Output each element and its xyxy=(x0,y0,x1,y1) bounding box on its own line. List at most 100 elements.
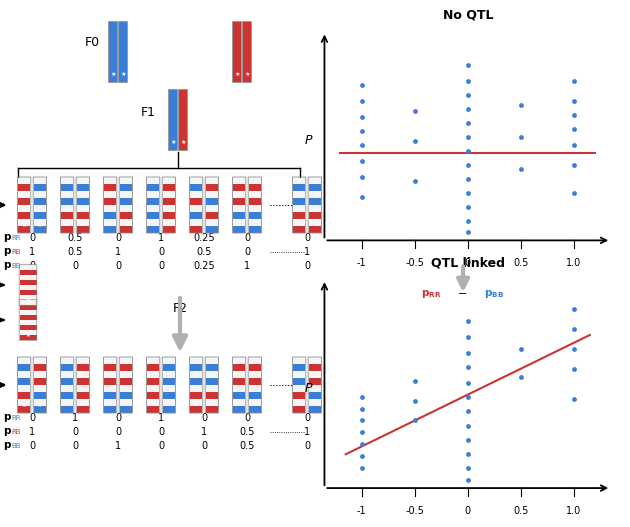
Text: ★: ★ xyxy=(21,223,27,228)
Bar xyxy=(61,364,73,371)
Bar xyxy=(104,212,117,219)
Bar xyxy=(243,44,251,52)
Bar xyxy=(33,184,46,191)
Text: 0: 0 xyxy=(304,233,310,243)
Bar xyxy=(205,406,218,413)
Point xyxy=(569,325,579,333)
Bar xyxy=(233,357,245,364)
Bar xyxy=(249,406,261,413)
Text: BB: BB xyxy=(11,443,21,449)
Bar xyxy=(243,60,251,67)
Text: 0: 0 xyxy=(244,247,250,257)
Bar xyxy=(309,226,321,232)
Bar xyxy=(179,142,187,150)
Text: 0: 0 xyxy=(29,441,35,451)
Bar xyxy=(147,191,159,198)
Point xyxy=(462,406,472,415)
Text: $\mathbf{p}$: $\mathbf{p}$ xyxy=(3,246,12,258)
Point xyxy=(410,416,420,425)
Bar xyxy=(249,385,261,392)
Bar xyxy=(77,184,89,191)
Bar xyxy=(61,385,73,392)
Bar xyxy=(18,205,30,212)
Bar xyxy=(233,406,245,413)
Text: 0: 0 xyxy=(29,413,35,423)
Text: QTL linked: QTL linked xyxy=(431,256,505,269)
Point xyxy=(462,363,472,371)
Bar xyxy=(169,135,177,142)
Text: ★: ★ xyxy=(234,72,240,77)
Bar xyxy=(309,357,321,364)
Point xyxy=(357,97,367,105)
Bar xyxy=(205,219,218,226)
Text: 0: 0 xyxy=(115,233,121,243)
Bar xyxy=(61,212,73,219)
Bar xyxy=(293,399,306,406)
Bar xyxy=(293,191,306,198)
Text: -0.5: -0.5 xyxy=(405,258,424,268)
Bar xyxy=(293,357,306,364)
Point xyxy=(410,376,420,385)
Bar xyxy=(104,178,117,184)
Text: 1: 1 xyxy=(158,413,164,423)
Point xyxy=(462,464,472,472)
Text: F1: F1 xyxy=(140,105,156,119)
Text: 0: 0 xyxy=(29,261,35,271)
Bar xyxy=(18,364,30,371)
Bar xyxy=(163,212,175,219)
Bar xyxy=(163,219,175,226)
Bar xyxy=(147,184,159,191)
Text: F0: F0 xyxy=(84,35,100,48)
Text: 0: 0 xyxy=(115,261,121,271)
Bar xyxy=(163,378,175,385)
Bar xyxy=(190,219,202,226)
Point xyxy=(462,333,472,341)
Bar xyxy=(119,67,127,74)
Bar xyxy=(20,300,37,305)
Bar xyxy=(109,22,117,30)
Bar xyxy=(18,219,30,226)
Point xyxy=(462,133,472,141)
Bar xyxy=(120,392,132,399)
Bar xyxy=(77,178,89,184)
Bar xyxy=(233,67,241,74)
Bar xyxy=(249,399,261,406)
Bar xyxy=(205,191,218,198)
Bar xyxy=(147,198,159,205)
Bar xyxy=(61,378,73,385)
Bar xyxy=(233,184,245,191)
Bar xyxy=(20,275,37,280)
Bar xyxy=(169,142,177,150)
Bar xyxy=(18,178,30,184)
Text: 0: 0 xyxy=(115,413,121,423)
Text: 1: 1 xyxy=(201,427,207,437)
Bar xyxy=(61,205,73,212)
Bar xyxy=(33,178,46,184)
Bar xyxy=(77,198,89,205)
Bar xyxy=(18,212,30,219)
Point xyxy=(462,349,472,357)
Bar xyxy=(104,219,117,226)
Text: $\mathbf{p}$: $\mathbf{p}$ xyxy=(3,440,12,452)
Bar xyxy=(293,184,306,191)
Bar xyxy=(18,357,30,364)
Bar xyxy=(205,226,218,232)
Text: 0.5: 0.5 xyxy=(67,247,83,257)
Bar xyxy=(243,37,251,44)
Text: ★: ★ xyxy=(26,298,30,302)
Bar xyxy=(120,191,132,198)
Bar xyxy=(120,406,132,413)
Bar xyxy=(309,371,321,378)
Text: 0: 0 xyxy=(72,441,78,451)
Bar xyxy=(233,371,245,378)
Bar xyxy=(309,198,321,205)
Bar xyxy=(120,226,132,232)
Bar xyxy=(309,378,321,385)
Bar xyxy=(249,378,261,385)
Point xyxy=(462,228,472,237)
Bar xyxy=(309,364,321,371)
Bar xyxy=(77,212,89,219)
Bar xyxy=(147,205,159,212)
Bar xyxy=(179,120,187,128)
Bar xyxy=(163,399,175,406)
